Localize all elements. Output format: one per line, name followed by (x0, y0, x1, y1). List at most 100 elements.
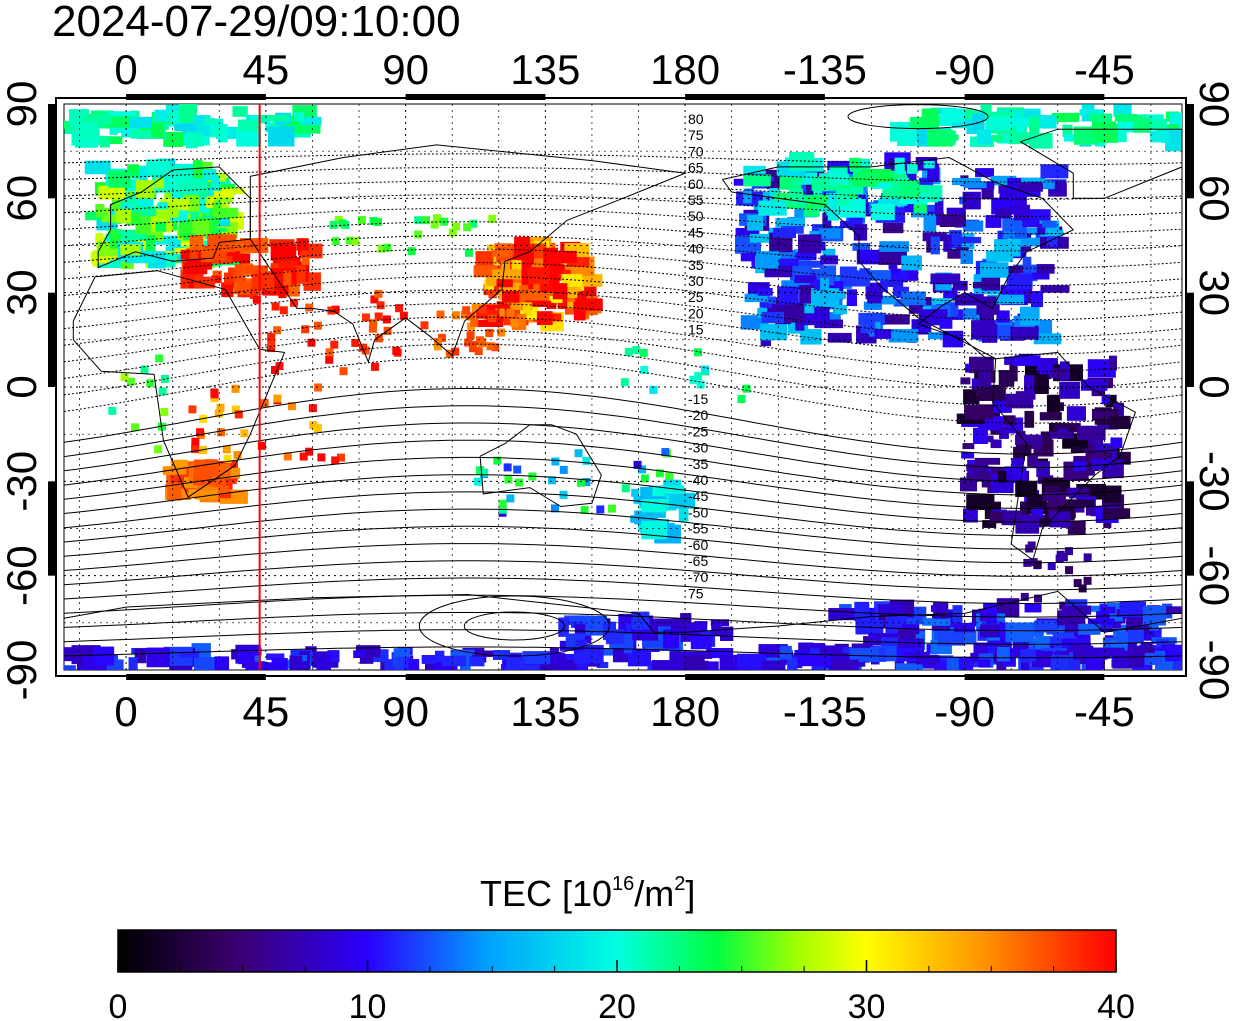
tec-cell-north-america (1022, 256, 1032, 277)
tec-point-europe (432, 214, 441, 223)
tec-cell-antarctica (1150, 628, 1162, 644)
contour-label-north: 40 (688, 241, 704, 257)
tec-point-europe (160, 374, 169, 383)
frame-bar-right (1186, 481, 1194, 576)
tec-point-east-asia (486, 342, 495, 351)
tec-point-middle-east (370, 295, 379, 304)
frame-bar-bottom (126, 674, 266, 680)
tec-cell-europe (117, 229, 146, 242)
tec-cell-antarctica (316, 654, 332, 670)
frame-bar-right (1186, 292, 1194, 387)
contour-label-north: 55 (688, 192, 704, 208)
tec-cell-europe (182, 233, 196, 241)
tec-cell-north-america (963, 308, 977, 320)
tec-cell-arctic (232, 106, 248, 117)
tec-cell-north-america (749, 233, 771, 243)
tec-cell-antarctica (1050, 654, 1070, 670)
tec-point-east-asia (462, 306, 471, 315)
tec-cell-arctic (1011, 117, 1030, 127)
tec-cell-antarctica (996, 646, 1010, 662)
tec-cell-north-america (1006, 273, 1033, 290)
tec-cell-antarctica (1119, 601, 1147, 617)
tec-cell-south-america (999, 370, 1012, 387)
tec-cell-arctic (980, 104, 992, 120)
tec-cell-middle-east (296, 265, 306, 284)
tec-point-europe (331, 237, 340, 246)
tec-cell-arctic (878, 198, 908, 206)
africa-coast (72, 270, 286, 498)
colorbar-tick-label: 10 (349, 988, 387, 1021)
tec-point-arctic (696, 380, 705, 389)
tec-cell-south-america (1069, 504, 1085, 513)
tec-point-arctic (701, 365, 710, 374)
tec-point-europe (463, 223, 472, 232)
tec-cell-antarctica (915, 652, 930, 665)
antarctica-coast (64, 593, 686, 633)
tec-cell-antarctica (1140, 642, 1153, 649)
tec-cell-europe (145, 235, 156, 251)
tec-cell-antarctica (828, 659, 859, 670)
tec-cell-north-america (867, 270, 891, 281)
tec-point-australia-nz (493, 456, 502, 465)
tec-cell-arctic (260, 114, 289, 122)
contour-label-south: -55 (688, 521, 708, 537)
tec-cell-middle-east (301, 257, 310, 265)
tec-cell-north-america (952, 280, 968, 291)
contour-line (64, 316, 1182, 372)
tec-cell-antarctica (441, 655, 467, 667)
tec-cell-north-america (818, 228, 841, 239)
contour-line (64, 491, 1182, 537)
tec-cell-southern-africa (167, 482, 182, 501)
tec-cell-antarctica (558, 617, 569, 637)
tec-cell-middle-east (251, 273, 275, 291)
contour-line (64, 302, 1182, 355)
tec-cell-europe (168, 239, 181, 248)
frame-bar-top (685, 94, 825, 100)
tec-cell-north-america (998, 266, 1020, 274)
tec-point-southern-africa (283, 452, 292, 461)
tec-cell-antarctica (549, 647, 559, 656)
contour-label-south: -65 (688, 553, 708, 569)
tec-cell-antarctica (977, 659, 991, 668)
lon-tick-label-top: -45 (1074, 46, 1135, 93)
tec-cell-north-america (772, 227, 797, 239)
contour-line (64, 275, 1182, 321)
tec-cell-arctic (204, 117, 215, 124)
tec-cell-antarctica (1078, 623, 1101, 635)
contour-line (64, 629, 1182, 645)
tec-cell-south-america (977, 385, 1006, 401)
tec-point-europe (414, 230, 423, 239)
tec-point-europe (155, 354, 164, 363)
lon-tick-label-bottom: 180 (650, 688, 720, 735)
colorbar-title: TEC [1016/m2] (480, 873, 695, 914)
contour-label-north: 15 (688, 322, 704, 338)
tec-cell-europe (157, 202, 168, 210)
tec-cell-north-america (879, 272, 908, 283)
tec-point-southern-africa (240, 429, 249, 438)
tec-cell-antarctica (706, 647, 734, 659)
tec-point-europe (329, 220, 338, 229)
tec-cell-antarctica (1100, 606, 1116, 614)
tec-cell-antarctica (1034, 636, 1050, 650)
tec-cell-antarctica (93, 646, 115, 666)
tec-cell-antarctica (479, 650, 504, 657)
tec-cell-arctic (1133, 118, 1151, 133)
tec-cell-south-america (960, 377, 971, 385)
tec-point-southern-africa (210, 390, 219, 399)
tec-cell-antarctica (193, 657, 217, 670)
contour-line (64, 248, 1182, 286)
contour-line (64, 560, 1182, 591)
tec-cell-arctic (870, 203, 895, 221)
tec-cell-antarctica (1101, 622, 1113, 631)
tec-cell-antarctica (854, 601, 870, 622)
tec-cell-north-america (881, 295, 897, 305)
contour-line (64, 508, 1182, 550)
contour-pole-south-outer (418, 595, 610, 657)
contour-label-south: -40 (688, 472, 708, 488)
tec-cell-antarctica (434, 650, 445, 665)
tec-cell-east-asia (575, 274, 603, 287)
tec-cell-north-america (923, 213, 937, 232)
frame-bar-bottom (685, 674, 825, 680)
tec-cell-north-america (972, 281, 989, 289)
tec-point-east-asia (474, 347, 483, 356)
